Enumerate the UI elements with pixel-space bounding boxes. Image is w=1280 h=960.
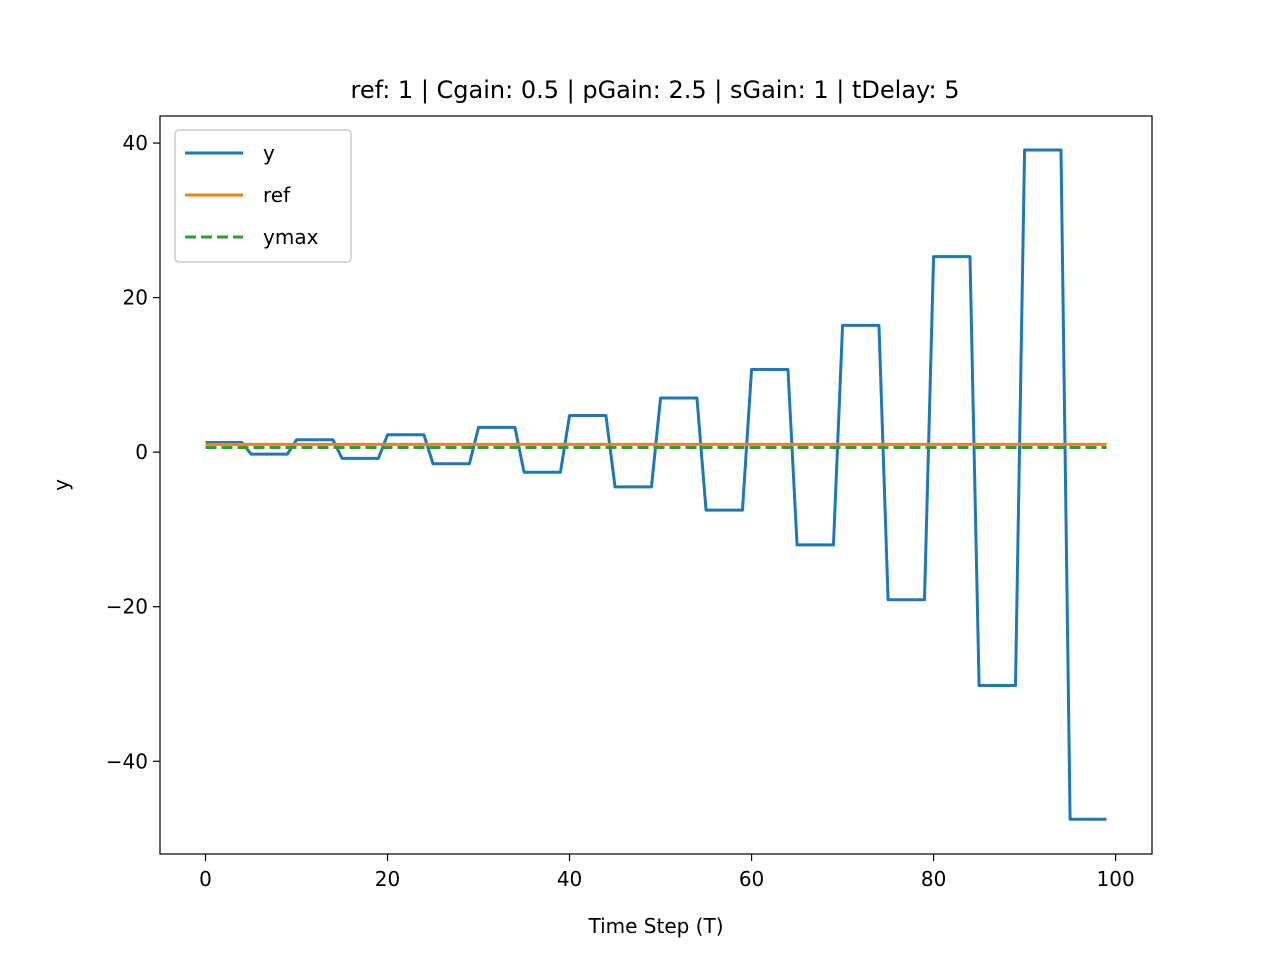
legend-box: [174, 129, 352, 263]
x-tick-label: 0: [199, 867, 212, 891]
plot-frame: [159, 115, 1153, 855]
y-axis: −40 −20 0 20 40: [106, 131, 160, 773]
legend-label-ymax: ymax: [263, 225, 319, 249]
series-line-y: [205, 148, 1107, 821]
x-axis: 0 20 40 60 80 100: [199, 854, 1135, 891]
y-axis-label: y: [49, 479, 73, 491]
x-tick-label: 20: [375, 867, 400, 891]
x-tick-label: 60: [739, 867, 764, 891]
legend-label-y: y: [263, 141, 275, 165]
x-tick-label: 40: [557, 867, 582, 891]
y-tick-label: 40: [123, 131, 148, 155]
x-tick-label: 80: [921, 867, 946, 891]
legend-label-ref: ref: [263, 183, 291, 207]
x-axis-label: Time Step (T): [587, 914, 723, 938]
y-tick-label: −20: [106, 595, 148, 619]
plot-series: [205, 148, 1107, 821]
legend: y ref ymax: [174, 129, 352, 263]
chart-title: ref: 1 | Cgain: 0.5 | pGain: 2.5 | sGain…: [351, 76, 960, 104]
x-tick-label: 100: [1097, 867, 1135, 891]
y-tick-label: −40: [106, 749, 148, 773]
y-tick-label: 0: [135, 440, 148, 464]
y-tick-label: 20: [123, 286, 148, 310]
